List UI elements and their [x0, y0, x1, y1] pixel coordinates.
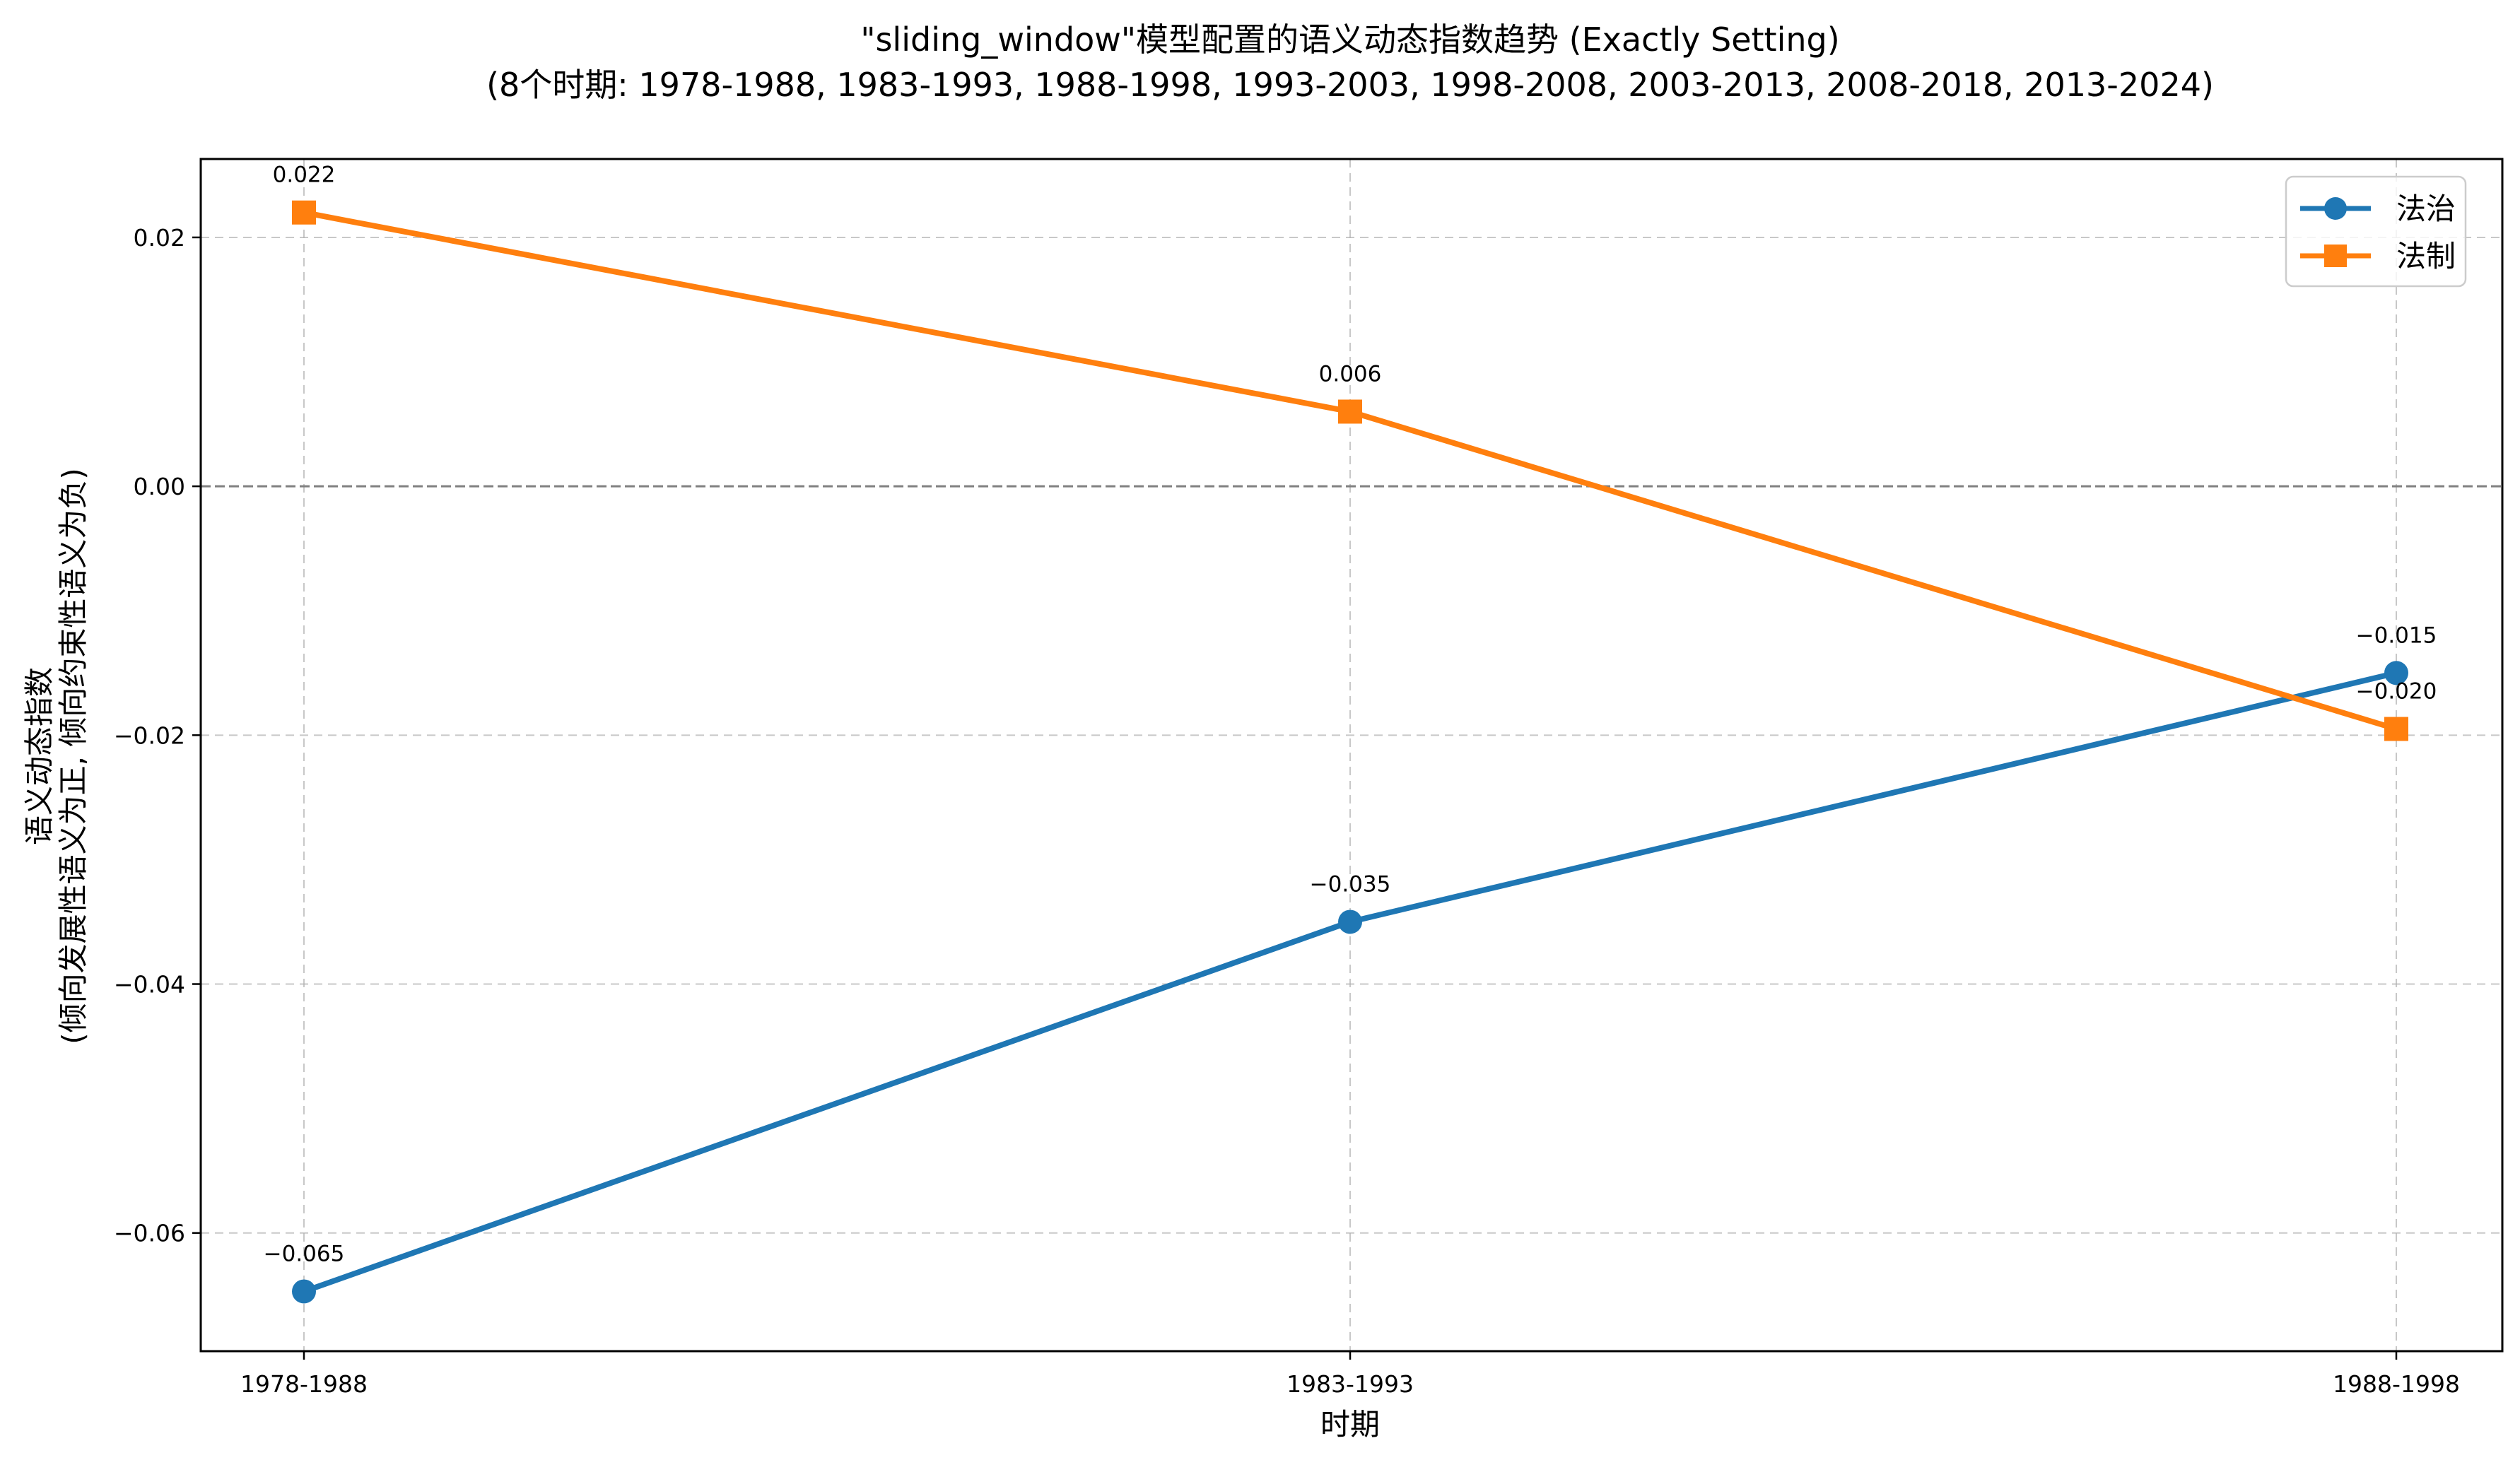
chart-subtitle: (8个时期: 1978-1988, 1983-1993, 1988-1998, … — [486, 66, 2214, 104]
y-tick-label: −0.06 — [114, 1220, 185, 1247]
x-tick-label: 1978-1988 — [240, 1370, 368, 1398]
x-tick-label: 1988-1998 — [2333, 1370, 2460, 1398]
legend-marker-fazhi — [2324, 197, 2347, 220]
data-point — [1338, 399, 1362, 424]
y-axis-ticks: 0.02 0.00 −0.02 −0.04 −0.06 — [114, 224, 201, 1247]
y-axis-label: 语义动态指数 (倾向发展性语义为正, 倾向约束性语义为负) — [22, 468, 90, 1044]
legend: 法治 法制 — [2285, 175, 2467, 288]
chart-title: "sliding_window"模型配置的语义动态指数趋势 (Exactly S… — [860, 20, 1839, 59]
data-value-label: −0.015 — [2356, 623, 2437, 648]
data-value-label: −0.020 — [2356, 679, 2437, 705]
data-value-label: 0.022 — [273, 163, 336, 188]
data-labels: −0.065 −0.035 −0.015 0.022 0.006 −0.020 — [264, 163, 2437, 1267]
series-layer — [292, 200, 2408, 1304]
y-tick-label: 0.02 — [134, 224, 185, 252]
x-axis-label: 时期 — [1320, 1407, 1380, 1442]
legend-label-fazhi-system: 法制 — [2396, 239, 2456, 273]
plot-frame — [199, 158, 2504, 1353]
y-tick-label: 0.00 — [134, 473, 185, 500]
legend-label-fazhi: 法治 — [2396, 192, 2456, 226]
legend-entry-fazhi-system: 法制 — [2300, 239, 2456, 273]
data-point — [2384, 661, 2408, 685]
x-axis-ticks: 1978-1988 1983-1993 1988-1998 — [240, 1351, 2460, 1398]
data-value-label: 0.006 — [1319, 361, 1382, 387]
data-point — [2384, 717, 2408, 741]
grid-lines — [201, 159, 2502, 1351]
data-point — [292, 1279, 316, 1304]
y-tick-label: −0.02 — [114, 722, 185, 749]
data-value-label: −0.035 — [1310, 871, 1391, 897]
data-point — [292, 200, 316, 225]
y-axis-label-line-1: 语义动态指数 — [22, 667, 57, 845]
x-tick-label: 1983-1993 — [1287, 1370, 1414, 1398]
y-tick-label: −0.04 — [114, 971, 185, 999]
legend-entry-fazhi: 法治 — [2300, 192, 2456, 226]
data-point — [1338, 909, 1362, 934]
y-axis-label-line-2: (倾向发展性语义为正, 倾向约束性语义为负) — [56, 468, 90, 1044]
legend-marker-fazhi-system — [2324, 245, 2347, 267]
data-value-label: −0.065 — [264, 1241, 345, 1266]
